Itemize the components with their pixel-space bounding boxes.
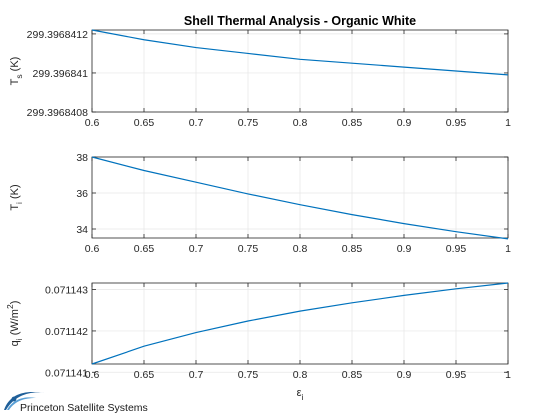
y-axis-label-main: q <box>9 340 21 346</box>
x-tick-label: 0.8 <box>293 243 308 255</box>
y-axis-label-unit: (K) <box>9 57 21 75</box>
series-line <box>91 156 509 240</box>
y-tick-label: 0.071142 <box>45 326 88 338</box>
company-logo: Princeton Satellite Systems <box>4 391 148 414</box>
y-tick-label: 299.3968412 <box>27 29 88 41</box>
figure-title: Shell Thermal Analysis - Organic White <box>184 14 416 28</box>
y-axis-label-unit: (W/m <box>9 309 21 338</box>
x-tick-label: 1 <box>505 243 511 255</box>
y-axis-label: qi (W/m2) <box>5 301 24 347</box>
x-tick-label: 1 <box>505 369 511 381</box>
y-axis-label-subscript: s <box>14 74 24 78</box>
x-tick-label: 0.95 <box>446 369 467 381</box>
y-tick-label: 38 <box>76 152 88 164</box>
x-tick-label: 0.75 <box>238 117 259 129</box>
series-line <box>91 29 509 76</box>
x-tick-label: 0.9 <box>397 243 412 255</box>
x-tick-label: 1 <box>505 117 511 129</box>
subplots: 0.6 0.65 0.7 0.75 0.8 0.85 0.9 0.95 1 299.3968408… <box>5 29 511 381</box>
x-axis-label: εi <box>297 387 304 402</box>
y-axis-label-main: T <box>9 78 21 85</box>
y-tick-label: 36 <box>76 188 88 200</box>
y-tick-label: 299.396841 <box>33 68 89 80</box>
y-tick-label: 299.3968408 <box>27 107 88 119</box>
x-tick-label: 0.6 <box>85 243 100 255</box>
y-tick-label: 0.071143 <box>45 285 88 297</box>
x-tick-label: 0.75 <box>238 243 259 255</box>
series-line <box>91 282 509 365</box>
y-axis-label-superscript: 2 <box>5 304 15 309</box>
x-tick-label: 0.95 <box>446 243 467 255</box>
y-axis-label: Ts (K) <box>9 57 24 86</box>
y-axis-label-unit: (K) <box>9 184 21 202</box>
x-tick-label: 0.7 <box>189 243 204 255</box>
x-axis-label-symbol: ε <box>297 387 302 399</box>
x-tick-label: 0.95 <box>446 117 467 129</box>
x-tick-label: 0.85 <box>342 369 363 381</box>
x-tick-label: 0.85 <box>342 243 363 255</box>
x-tick-label: 0.9 <box>397 117 412 129</box>
y-axis-label-end: ) <box>9 301 21 305</box>
x-tick-label: 0.6 <box>85 117 100 129</box>
x-tick-label: 0.65 <box>134 117 155 129</box>
x-tick-label: 0.65 <box>134 369 155 381</box>
y-axis-label-subscript: i <box>14 338 24 340</box>
subplot-3: 0.6 0.65 0.7 0.75 0.8 0.85 0.9 0.95 10.0711410.0… <box>5 282 511 381</box>
x-tick-label: 0.9 <box>397 369 412 381</box>
subplot-2: 0.6 0.65 0.7 0.75 0.8 0.85 0.9 0.95 1 34 36 38 Ti (K… <box>9 152 511 255</box>
x-tick-label: 0.8 <box>293 117 308 129</box>
logo-text: Princeton Satellite Systems <box>20 402 148 414</box>
x-axis-label-subscript: i <box>302 392 304 402</box>
x-tick-label: 0.85 <box>342 117 363 129</box>
logo-swoosh-icon <box>4 391 44 410</box>
subplot-1: 0.6 0.65 0.7 0.75 0.8 0.85 0.9 0.95 1 299.3968408… <box>9 29 511 129</box>
y-axis-label-main: T <box>9 204 21 211</box>
x-tick-label: 0.75 <box>238 369 259 381</box>
x-tick-label: 0.7 <box>189 369 204 381</box>
x-tick-label: 0.65 <box>134 243 155 255</box>
x-tick-label: 0.8 <box>293 369 308 381</box>
x-tick-label: 0.7 <box>189 117 204 129</box>
y-axis-label-subscript: i <box>14 202 24 204</box>
y-axis-label: Ti (K) <box>9 184 24 210</box>
y-tick-label: 34 <box>76 224 88 236</box>
y-tick-label: 0.071141 <box>45 367 88 379</box>
